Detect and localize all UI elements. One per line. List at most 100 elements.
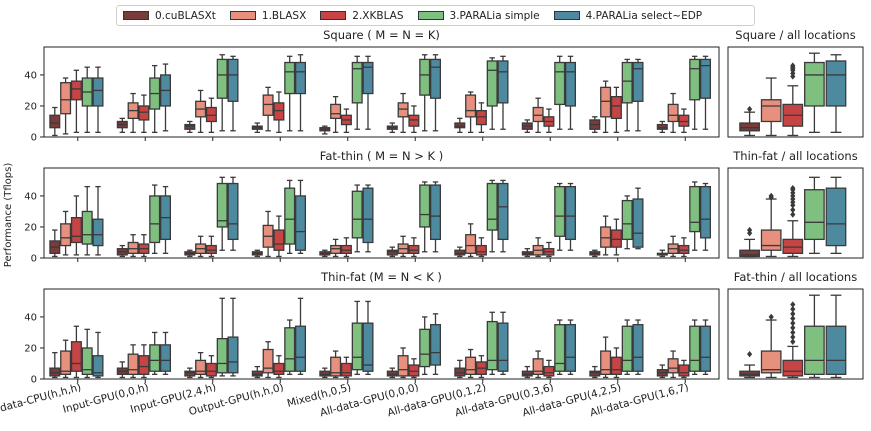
- box-group-1-6-s2-box: [475, 244, 487, 256]
- y-tick-label: 20: [24, 222, 37, 233]
- y-tick-label: 20: [24, 101, 37, 112]
- panel-2: Thin-fat (M = N < K ) Fat-thin / all loca…: [24, 270, 864, 386]
- legend-label-blasx: 1.BLASX: [261, 9, 307, 22]
- box-group-0-8-s4-box: [632, 61, 644, 102]
- legend-swatch-xkblas: [320, 11, 347, 20]
- legend-label-paralia-simple: 3.PARALia simple: [449, 9, 540, 22]
- box-group-1-5-s2-box: [408, 244, 420, 254]
- box-group-2-6-s4-box: [497, 322, 509, 372]
- box-group-0-6-s1-box: [465, 94, 477, 118]
- summary-box-0-s1-box: [760, 99, 782, 123]
- box-group-0-7-s3-box: [554, 61, 566, 106]
- summary-panel-frame: [727, 288, 864, 380]
- box-group-1-5-s3-box: [419, 184, 431, 228]
- summary-box-1-s1-box: [760, 229, 782, 251]
- panel-title: Square ( M = N = K): [323, 28, 440, 42]
- box-group-0-2-s4-box: [227, 58, 239, 102]
- summary-box-2-s1-box: [760, 350, 782, 374]
- box-group-1-7-s3-box: [554, 185, 566, 237]
- box-group-2-1-s1-box: [127, 353, 139, 375]
- box-group-1-3-s2-box: [273, 229, 285, 251]
- summary-box-2-s4-box: [825, 325, 847, 375]
- y-axis-label: Performance (Tflops): [3, 163, 14, 268]
- summary-panel-title: Thin-fat / all locations: [732, 149, 857, 163]
- box-group-2-7-s1-box: [532, 358, 544, 375]
- box-group-0-6-s2-box: [475, 109, 487, 126]
- box-group-1-0-s2-box: [70, 217, 82, 244]
- summary-box-2-s3-box: [804, 325, 825, 375]
- summary-box-2-s2-outlier-2: [790, 329, 796, 336]
- box-group-2-2-s2-box: [205, 362, 217, 377]
- box-group-0-1-s2-box: [138, 105, 150, 121]
- box-group-1-2-s4-box: [227, 182, 239, 241]
- box-group-0-8-s3-box: [621, 61, 633, 104]
- panel-frame: [43, 46, 720, 138]
- box-group-2-4-s3-box: [351, 322, 363, 371]
- box-group-2-3-s0-box: [251, 370, 263, 377]
- box-group-1-0-s3-box: [81, 210, 93, 245]
- box-group-2-7-s2-box: [543, 365, 555, 377]
- box-group-2-9-s4-box: [699, 325, 712, 372]
- legend-label-paralia-select: 4.PARALia select~EDP: [585, 9, 703, 22]
- box-group-2-4-s2-box: [340, 362, 352, 377]
- box-group-2-4-s1-box: [330, 356, 342, 377]
- legend-label-xkblas: 2.XKBLAS: [352, 9, 404, 22]
- box-group-2-5-s3-box: [419, 328, 431, 368]
- box-group-2-7-s4-box: [564, 324, 577, 372]
- box-group-1-8-s1-box: [600, 226, 612, 248]
- box-group-2-4-s0-box: [319, 370, 331, 377]
- box-group-2-6-s1-box: [465, 356, 477, 375]
- summary-box-2-s2-outlier-0: [790, 338, 796, 345]
- summary-box-1-s2-outlier-0: [790, 211, 796, 218]
- box-group-0-0-s4-box: [92, 77, 104, 107]
- box-group-2-6-s0-box: [454, 367, 466, 377]
- box-group-2-8-s2-box: [610, 356, 622, 375]
- box-group-2-2-s3-box: [216, 338, 228, 374]
- panel-frame: [43, 288, 720, 380]
- box-group-2-0-s0-box: [49, 367, 61, 377]
- box-group-0-4-s1-box: [330, 103, 342, 120]
- box-group-2-8-s3-box: [621, 325, 633, 372]
- box-group-2-8-s4-box: [632, 324, 644, 372]
- box-group-1-8-s4-box: [632, 198, 644, 248]
- box-group-1-2-s3-box: [216, 182, 228, 228]
- y-tick-label: 0: [31, 375, 37, 386]
- box-group-2-0-s1-box: [60, 350, 72, 375]
- summary-box-2-s0-outlier-0: [747, 350, 753, 358]
- box-group-0-0-s1-box: [60, 82, 72, 115]
- box-group-2-4-s4-box: [362, 322, 374, 372]
- box-group-1-0-s1-box: [60, 223, 72, 247]
- box-group-2-1-s2-box: [138, 355, 150, 375]
- legend-item-blasx: 1.BLASX: [229, 9, 307, 22]
- box-group-0-7-s4-box: [564, 61, 577, 107]
- legend-item-paralia-select: 4.PARALia select~EDP: [553, 9, 703, 22]
- box-group-0-9-s3-box: [689, 58, 701, 101]
- box-group-0-8-s1-box: [600, 86, 612, 118]
- panel-0: Square ( M = N = K) Square / all location…: [24, 28, 864, 144]
- box-group-2-6-s3-box: [486, 320, 498, 371]
- box-group-2-1-s4-box: [159, 344, 172, 372]
- box-group-0-9-s1-box: [667, 103, 679, 123]
- box-group-2-3-s2-box: [273, 362, 285, 375]
- box-group-2-8-s0-box: [589, 370, 601, 377]
- summary-panel-title: Fat-thin / all locations: [734, 270, 857, 284]
- summary-box-2-s2-outlier-7: [790, 305, 796, 313]
- legend-label-cublasxt: 0.cuBLASXt: [155, 9, 216, 22]
- box-group-1-6-s3-box: [486, 182, 498, 231]
- box-group-0-3-s4-box: [294, 61, 307, 95]
- legend-swatch-paralia-select: [553, 11, 580, 20]
- panel-title: Fat-thin ( M = N > K ): [320, 149, 443, 163]
- summary-box-2-s0-box: [739, 370, 760, 377]
- summary-panel-frame: [727, 167, 864, 259]
- summary-box-1-s1-outlier-1: [768, 192, 774, 200]
- box-group-2-2-s0-box: [184, 370, 196, 377]
- summary-box-1-s2-box: [782, 238, 804, 254]
- y-tick-label: 40: [24, 70, 37, 81]
- summary-box-1-s0-box: [739, 249, 760, 258]
- summary-box-0-s0-box: [739, 122, 760, 132]
- box-group-0-2-s3-box: [216, 58, 228, 99]
- box-group-2-3-s3-box: [284, 327, 296, 372]
- summary-box-2-s1-outlier-0: [768, 313, 774, 321]
- box-group-1-7-s4-box: [564, 185, 577, 241]
